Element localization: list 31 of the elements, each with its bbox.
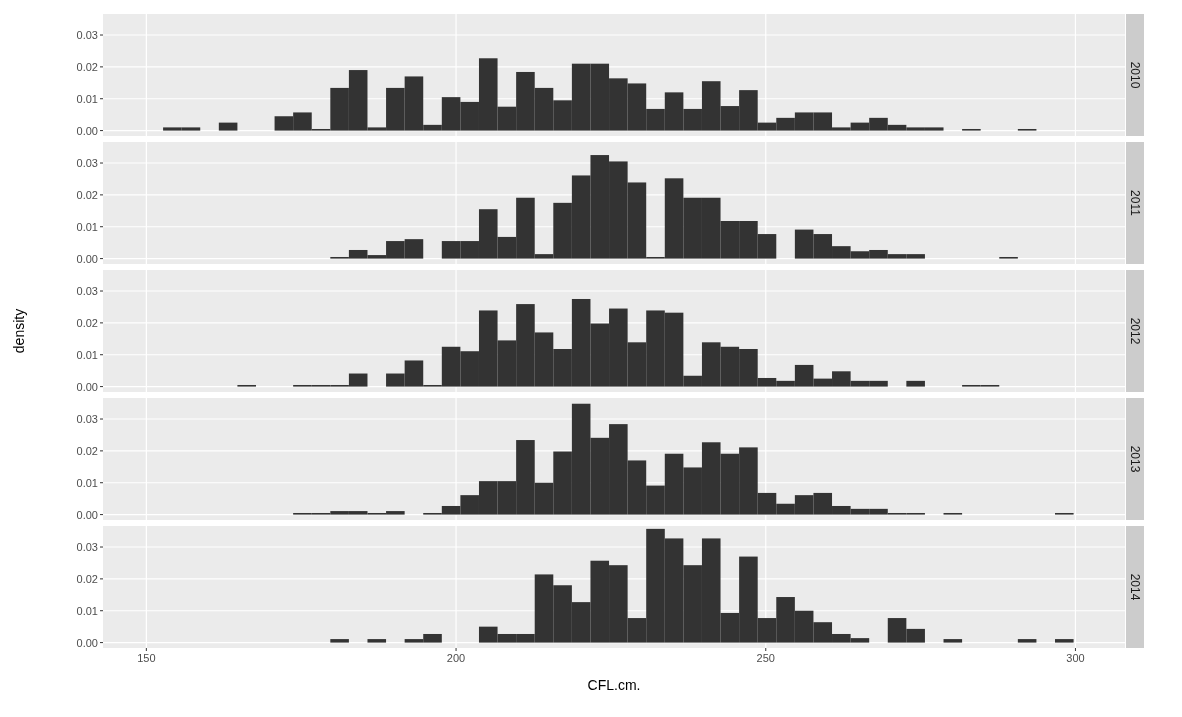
text: 2010	[1128, 61, 1142, 89]
x-tick-label: 300	[1066, 652, 1085, 664]
text: 2011	[1128, 190, 1142, 217]
y-tick-label: 0.00	[76, 124, 98, 137]
y-tick-label: 0.00	[76, 380, 98, 393]
y-tick-label: 0.00	[76, 636, 98, 649]
y-tick-label: 0.02	[76, 188, 98, 201]
y-tick-label: 0.03	[76, 285, 98, 298]
y-axis-title: density	[11, 308, 27, 354]
x-axis-title: CFL.cm.	[587, 677, 641, 693]
y-tick-label: 0.02	[76, 572, 98, 585]
y-tick-label: 0.03	[76, 157, 98, 170]
y-tick-label: 0.01	[76, 92, 98, 105]
x-tick-label: 150	[137, 652, 156, 664]
x-tick-label: 200	[446, 652, 466, 664]
y-tick-label: 0.02	[76, 60, 98, 73]
y-tick-label: 0.01	[76, 220, 98, 233]
text: 2012	[1128, 317, 1142, 345]
y-tick-label: 0.02	[76, 316, 98, 329]
y-tick-label: 0.01	[76, 348, 98, 361]
y-tick-label: 0.01	[76, 604, 98, 617]
text: 2013	[1128, 445, 1142, 473]
y-tick-label: 0.01	[76, 476, 98, 489]
y-tick-label: 0.00	[76, 508, 98, 521]
y-tick-label: 0.03	[76, 413, 98, 426]
y-tick-label: 0.00	[76, 252, 98, 265]
y-tick-label: 0.03	[76, 541, 98, 554]
x-tick-label: 250	[756, 652, 775, 664]
y-tick-label: 0.03	[76, 29, 98, 42]
text: 2014	[1128, 573, 1142, 601]
y-tick-label: 0.02	[76, 444, 98, 457]
